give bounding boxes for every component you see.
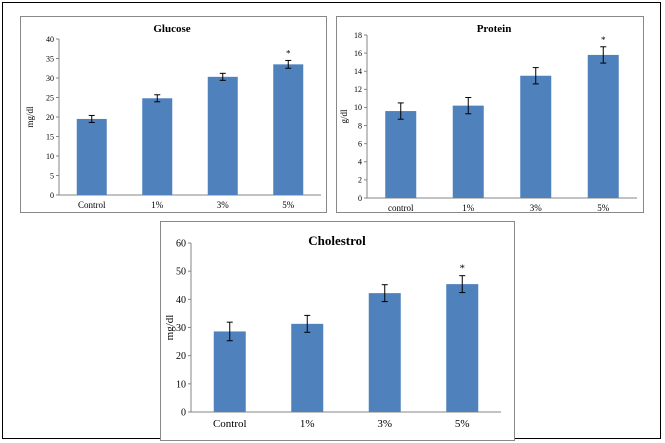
cholestrol-title: Cholestrol [308, 233, 366, 248]
protein-y-tick-label: 16 [354, 49, 362, 58]
glucose-bar-control [76, 118, 107, 195]
protein-bar-5pct [587, 54, 619, 198]
cholestrol-chart: Cholestrol 0 10 20 30 40 50 60 mg/dl Control 1% 3% 5… [164, 233, 501, 430]
cholestrol-bar-5pct [446, 284, 479, 412]
cholestrol-category-label-1pct: 1% [300, 418, 315, 430]
cholestrol-category-label-control: Control [213, 418, 247, 430]
glucose-y-tick-label: 5 [50, 171, 54, 180]
glucose-significance-marker: * [286, 48, 291, 58]
cholestrol-y-axis-label: mg/dl [164, 315, 176, 341]
glucose-y-tick-label: 10 [46, 152, 54, 161]
protein-category-label-3pct: 3% [530, 203, 543, 213]
protein-y-tick-label: 4 [358, 158, 362, 167]
protein-category-label-control: control [388, 203, 414, 213]
glucose-y-tick-label: 15 [46, 132, 54, 141]
protein-y-tick-label: 6 [358, 139, 362, 148]
protein-y-tick-label: 2 [358, 176, 362, 185]
glucose-y-tick-label: 25 [46, 93, 54, 102]
glucose-category-label-1pct: 1% [151, 200, 164, 210]
glucose-y-axis-label: mg/dl [25, 106, 35, 128]
protein-category-label-1pct: 1% [462, 203, 475, 213]
cholestrol-category-label-5pct: 5% [455, 418, 470, 430]
protein-significance-marker: * [601, 35, 606, 45]
glucose-y-tick-label: 20 [46, 113, 54, 122]
protein-y-tick-label: 8 [358, 121, 362, 130]
cholestrol-y-tick-label: 10 [176, 379, 186, 390]
cholestrol-y-tick-label: 50 [176, 267, 186, 278]
glucose-category-label-5pct: 5% [282, 200, 295, 210]
glucose-y-tick-label: 0 [50, 191, 54, 200]
cholestrol-y-tick-label: 30 [176, 323, 186, 334]
protein-y-tick-label: 0 [358, 194, 362, 203]
glucose-chart-panel: Glucose 0 5 10 15 20 25 30 35 40 mg/dl Control 1% 3% 5… [20, 16, 327, 213]
protein-bar-3pct [520, 75, 552, 198]
protein-title: Protein [477, 23, 512, 35]
glucose-y-tick-label: 40 [46, 35, 54, 44]
protein-bar-1pct [452, 105, 484, 198]
protein-bar-control [385, 111, 417, 198]
glucose-category-label-3pct: 3% [217, 200, 230, 210]
cholestrol-bar-control [213, 331, 246, 412]
glucose-y-tick-label: 30 [46, 74, 54, 83]
glucose-chart: Glucose 0 5 10 15 20 25 30 35 40 mg/dl Control 1% 3% 5… [25, 23, 321, 210]
cholestrol-y-tick-label: 60 [176, 239, 186, 250]
protein-y-tick-label: 18 [354, 31, 362, 40]
cholestrol-bar-3pct [368, 293, 401, 412]
cholestrol-significance-marker: * [460, 263, 466, 275]
glucose-bar-5pct [273, 64, 304, 195]
protein-y-axis-label: g/dl [339, 109, 349, 124]
cholestrol-y-tick-label: 0 [181, 408, 186, 419]
cholestrol-bar-1pct [291, 323, 324, 412]
protein-category-label-5pct: 5% [597, 203, 610, 213]
protein-y-tick-label: 10 [354, 103, 362, 112]
glucose-bar-3pct [207, 76, 238, 195]
protein-chart-panel: Protein 0 2 4 6 8 10 12 14 16 18 g/dl control 1% 3% 5% * [336, 16, 644, 213]
cholestrol-y-tick-label: 20 [176, 351, 186, 362]
glucose-title: Glucose [153, 23, 190, 35]
protein-chart: Protein 0 2 4 6 8 10 12 14 16 18 g/dl control 1% 3% 5% * [339, 23, 637, 213]
glucose-y-tick-label: 35 [46, 54, 54, 63]
cholestrol-y-tick-label: 40 [176, 295, 186, 306]
protein-y-tick-label: 12 [354, 85, 362, 94]
cholestrol-chart-panel: Cholestrol 0 10 20 30 40 50 60 mg/dl Control 1% 3% 5… [160, 221, 515, 441]
glucose-category-label-control: Control [78, 200, 106, 210]
protein-y-tick-label: 14 [354, 67, 362, 76]
glucose-bar-1pct [142, 98, 173, 195]
cholestrol-category-label-3pct: 3% [377, 418, 392, 430]
